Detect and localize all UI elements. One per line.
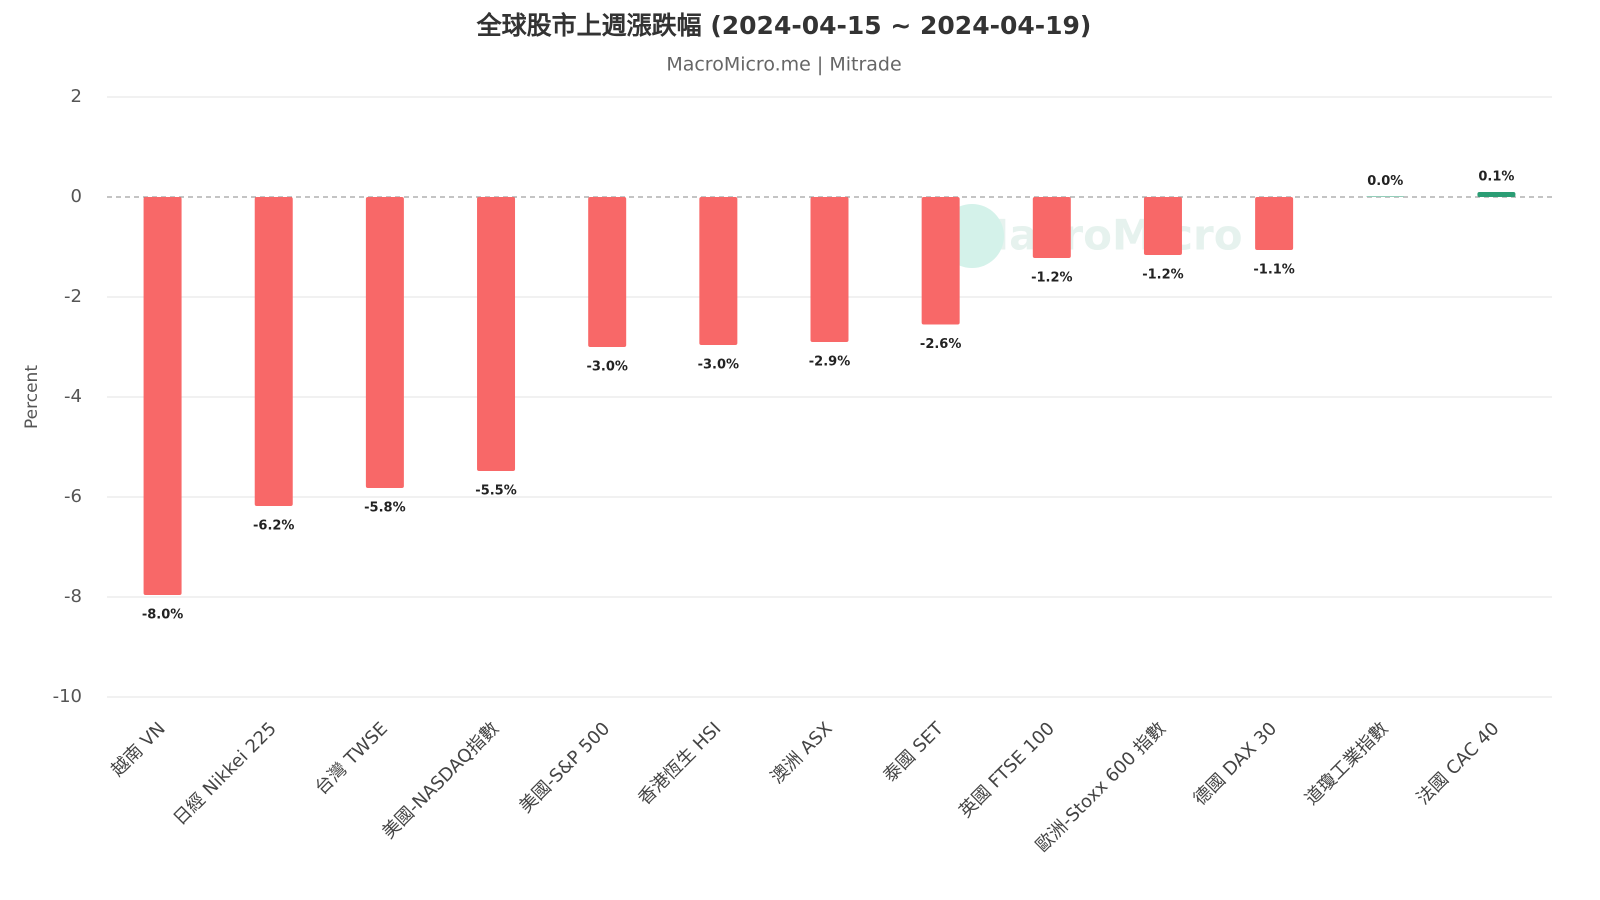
y-tick-label: -2	[64, 286, 82, 307]
value-label: -2.6%	[920, 337, 961, 352]
value-label: 0.1%	[1478, 170, 1514, 185]
bar	[1143, 197, 1182, 255]
x-tick-label: 日經 Nikkei 225	[169, 718, 280, 829]
bar	[1477, 192, 1516, 197]
y-tick-label: -4	[64, 386, 82, 407]
bar	[143, 197, 182, 595]
value-label: -1.2%	[1142, 268, 1183, 283]
value-label: -1.1%	[1253, 263, 1294, 278]
y-tick-label: -6	[64, 486, 82, 507]
value-label: -6.2%	[253, 519, 294, 534]
y-axis-label: Percent	[22, 365, 42, 429]
watermark: MacroMicro	[967, 211, 1242, 260]
x-tick-label: 泰國 SET	[879, 718, 948, 787]
value-label: -2.9%	[809, 355, 850, 370]
x-tick-label: 美國-S&P 500	[515, 718, 614, 817]
y-tick-label: -8	[64, 586, 82, 607]
y-tick-label: 0	[71, 186, 82, 207]
x-tick-label: 德國 DAX 30	[1190, 718, 1282, 810]
x-tick-label: 台灣 TWSE	[311, 718, 392, 799]
value-label: -5.8%	[364, 501, 405, 516]
value-label: -1.2%	[1031, 271, 1072, 286]
value-label: 0.0%	[1367, 174, 1403, 189]
chart-title: 全球股市上週漲跌幅 (2024-04-15 ~ 2024-04-19)	[476, 11, 1092, 40]
bar	[254, 197, 293, 506]
x-tick-label: 澳洲 ASX	[767, 718, 837, 788]
bar	[365, 197, 404, 488]
bar	[921, 197, 960, 325]
x-tick-label: 美國-NASDAQ指數	[378, 718, 503, 843]
chart-subtitle: MacroMicro.me | Mitrade	[666, 54, 901, 76]
x-tick-label: 越南 VN	[107, 718, 170, 781]
bar	[477, 197, 516, 471]
bar	[1366, 196, 1405, 197]
value-label: -5.5%	[475, 484, 516, 499]
value-label: -3.0%	[698, 358, 739, 373]
value-label: -3.0%	[586, 360, 627, 375]
y-tick-label: 2	[71, 86, 82, 107]
x-tick-label: 英國 FTSE 100	[955, 718, 1059, 822]
x-tick-label: 香港恆生 HSI	[634, 718, 725, 809]
x-tick-label: 法國 CAC 40	[1413, 718, 1504, 809]
x-tick-label: 道瓊工業指數	[1301, 718, 1392, 809]
bar	[1255, 197, 1294, 250]
bar	[588, 197, 627, 347]
y-tick-label: -10	[53, 686, 82, 707]
bar	[699, 197, 738, 345]
bar	[1032, 197, 1071, 258]
value-label: -8.0%	[142, 608, 183, 623]
bar	[810, 197, 849, 342]
